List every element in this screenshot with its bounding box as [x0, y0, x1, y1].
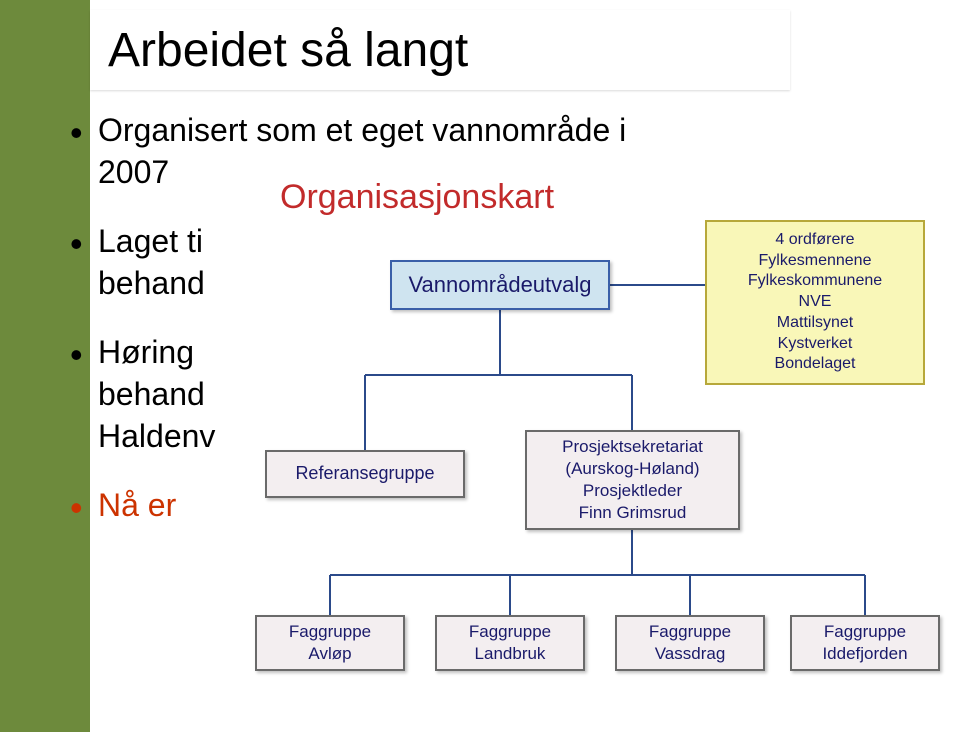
node-line: Faggruppe: [824, 621, 906, 643]
node-members-list: 4 ordførere Fylkesmennene Fylkeskommunen…: [705, 220, 925, 385]
bullet-text: Nå er: [98, 487, 176, 523]
node-line: Vassdrag: [655, 643, 726, 665]
node-line: Prosjektleder: [583, 480, 682, 502]
node-label: Vannområdeutvalg: [408, 271, 591, 300]
node-line: Mattilsynet: [777, 313, 853, 334]
bullet-text: Laget ti: [98, 223, 203, 259]
node-line: Finn Grimsrud: [579, 502, 687, 524]
bullet-text: behand: [98, 265, 205, 301]
bullet-text: Haldenv: [98, 418, 215, 454]
node-line: 4 ordførere: [775, 230, 854, 251]
node-line: NVE: [799, 292, 832, 313]
node-line: Iddefjorden: [822, 643, 907, 665]
node-referansegruppe: Referansegruppe: [265, 450, 465, 498]
node-line: (Aurskog-Høland): [565, 458, 699, 480]
node-prosjektsekretariat: Prosjektsekretariat (Aurskog-Høland) Pro…: [525, 430, 740, 530]
node-line: Prosjektsekretariat: [562, 436, 703, 458]
node-line: Faggruppe: [289, 621, 371, 643]
org-chart: Organisasjonskart Vannområdeutvalg 4 ord…: [225, 170, 945, 710]
node-faggruppe: Faggruppe Vassdrag: [615, 615, 765, 671]
node-line: Faggruppe: [649, 621, 731, 643]
node-line: Faggruppe: [469, 621, 551, 643]
page-title: Arbeidet så langt: [108, 23, 468, 78]
node-line: Fylkesmennene: [759, 251, 872, 272]
title-band: Arbeidet så langt: [90, 10, 790, 90]
node-line: Kystverket: [778, 334, 853, 355]
node-faggruppe: Faggruppe Iddefjorden: [790, 615, 940, 671]
node-faggruppe: Faggruppe Avløp: [255, 615, 405, 671]
bullet-text: Høring: [98, 334, 194, 370]
node-faggruppe: Faggruppe Landbruk: [435, 615, 585, 671]
node-line: Avløp: [308, 643, 351, 665]
node-vannomradeutvalg: Vannområdeutvalg: [390, 260, 610, 310]
node-line: Fylkeskommunene: [748, 271, 882, 292]
node-label: Referansegruppe: [295, 462, 434, 485]
bullet-text: behand: [98, 376, 205, 412]
node-line: Bondelaget: [775, 354, 856, 375]
node-line: Landbruk: [475, 643, 546, 665]
